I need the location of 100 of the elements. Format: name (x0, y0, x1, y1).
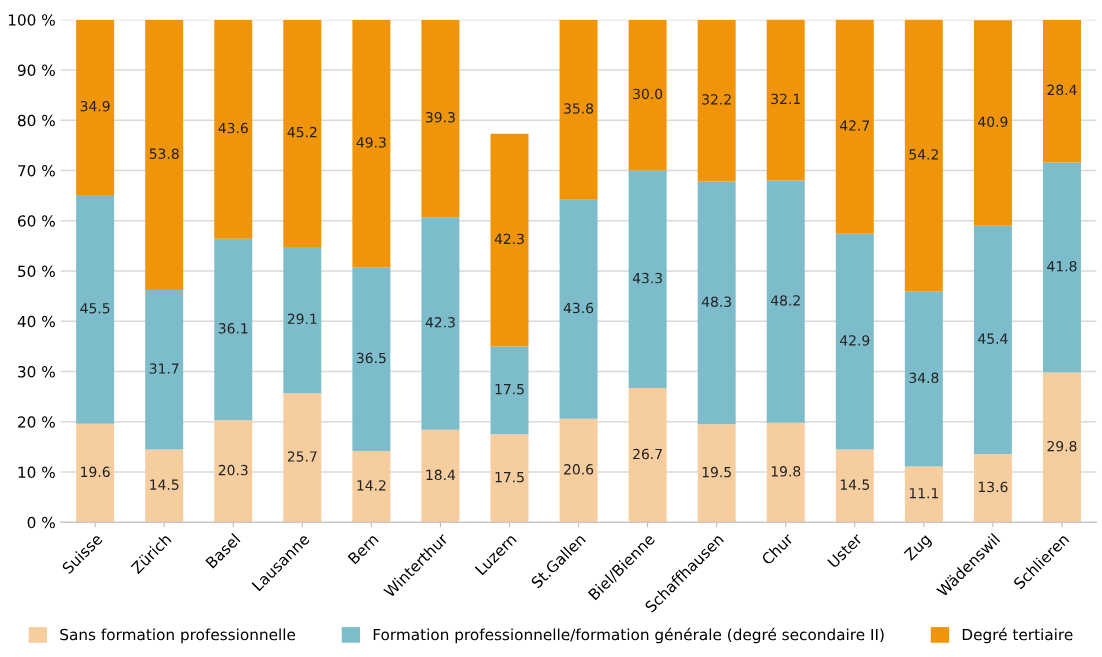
data-label: 43.6 (563, 302, 594, 314)
bar (559, 199, 598, 419)
data-label: 36.5 (356, 352, 386, 364)
data-label: 53.8 (149, 148, 179, 159)
data-label: 34.9 (80, 100, 110, 112)
bar (76, 423, 115, 523)
data-label: 29.1 (287, 313, 317, 325)
data-label: 45.4 (978, 333, 1008, 344)
bar (973, 225, 1012, 454)
data-label: 17.5 (495, 472, 524, 483)
data-label: 43.3 (632, 272, 662, 284)
data-label: 42.3 (425, 317, 455, 328)
bar (1042, 19, 1081, 163)
data-label: 26.7 (633, 448, 662, 460)
bar (766, 180, 805, 423)
bar (421, 429, 460, 523)
data-label: 43.6 (218, 122, 248, 134)
data-label: 40.9 (978, 116, 1008, 128)
data-label: 18.4 (426, 469, 456, 481)
bar (490, 346, 529, 435)
data-label: 28.4 (1047, 84, 1077, 96)
y-tick-label: 30 % (18, 366, 55, 378)
bar (76, 19, 115, 196)
legend-label: Sans formation professionnelle (60, 628, 296, 644)
bar (766, 19, 805, 181)
data-label: 31.7 (149, 363, 179, 374)
data-label: 25.7 (287, 451, 317, 462)
data-label: 32.1 (771, 93, 800, 105)
y-tick-label: 90 % (17, 64, 55, 76)
bar (76, 195, 115, 424)
data-label: 30.0 (633, 88, 663, 100)
y-tick-label: 80 % (17, 114, 55, 127)
legend-label: Degré tertiaire (962, 627, 1073, 644)
bar (628, 19, 667, 171)
bar (283, 246, 322, 394)
data-label: 13.6 (978, 481, 1008, 493)
y-tick-label: 50 % (18, 265, 55, 278)
bar (214, 19, 253, 239)
bar (1042, 162, 1081, 373)
bar (352, 19, 391, 268)
bar (697, 424, 736, 523)
bar (973, 453, 1012, 523)
bar (145, 19, 184, 291)
bar (628, 170, 667, 389)
bar (145, 290, 184, 450)
data-label: 35.8 (564, 103, 594, 114)
y-tick-label: 40 % (17, 315, 55, 328)
bar (559, 418, 598, 523)
bar (697, 19, 736, 182)
bar (766, 422, 805, 523)
data-label: 19.5 (702, 466, 731, 478)
data-label: 11.1 (909, 488, 939, 499)
data-label: 20.6 (564, 464, 594, 475)
bar (490, 133, 529, 347)
y-tick-label: 0 % (27, 516, 55, 529)
bar (421, 217, 460, 430)
bar (490, 434, 529, 523)
bar (145, 449, 184, 523)
bar (835, 449, 874, 523)
bar (214, 420, 253, 523)
bar (904, 466, 943, 523)
bar (352, 450, 391, 523)
data-label: 42.3 (494, 233, 524, 245)
bar (559, 19, 598, 200)
bar (1042, 372, 1081, 523)
data-label: 48.2 (770, 295, 800, 306)
bar (835, 19, 874, 234)
bar (973, 20, 1012, 226)
data-label: 34.8 (909, 372, 939, 384)
data-label: 49.3 (356, 137, 386, 148)
y-tick-label: 100 % (8, 14, 55, 26)
bar (904, 19, 943, 292)
data-label: 42.9 (840, 335, 870, 346)
data-label: 45.2 (287, 126, 317, 138)
data-label: 19.8 (771, 466, 801, 477)
data-label: 54.2 (909, 149, 938, 160)
bar (835, 233, 874, 450)
data-label: 48.3 (701, 296, 732, 307)
data-label: 14.5 (150, 479, 179, 490)
data-label: 19.6 (81, 466, 110, 478)
bar (283, 19, 322, 247)
data-label: 14.2 (357, 480, 386, 491)
data-label: 39.3 (426, 112, 455, 123)
bar (628, 388, 667, 523)
bar (283, 393, 322, 523)
bar (697, 181, 736, 425)
bar (352, 267, 391, 451)
y-tick-label: 20 % (18, 416, 55, 428)
bar (214, 238, 253, 421)
data-label: 20.3 (218, 464, 248, 476)
y-tick-label: 70 % (18, 164, 55, 177)
data-label: 45.5 (80, 303, 110, 314)
legend-label: Formation professionnelle/formation générale (degré secondaire II) (373, 627, 884, 644)
bar (421, 19, 460, 218)
data-label: 14.5 (840, 479, 870, 490)
data-label: 42.7 (840, 120, 870, 131)
data-label: 36.1 (218, 323, 248, 334)
data-label: 41.8 (1047, 261, 1077, 272)
data-label: 17.5 (495, 384, 524, 395)
data-label: 29.8 (1047, 440, 1077, 452)
